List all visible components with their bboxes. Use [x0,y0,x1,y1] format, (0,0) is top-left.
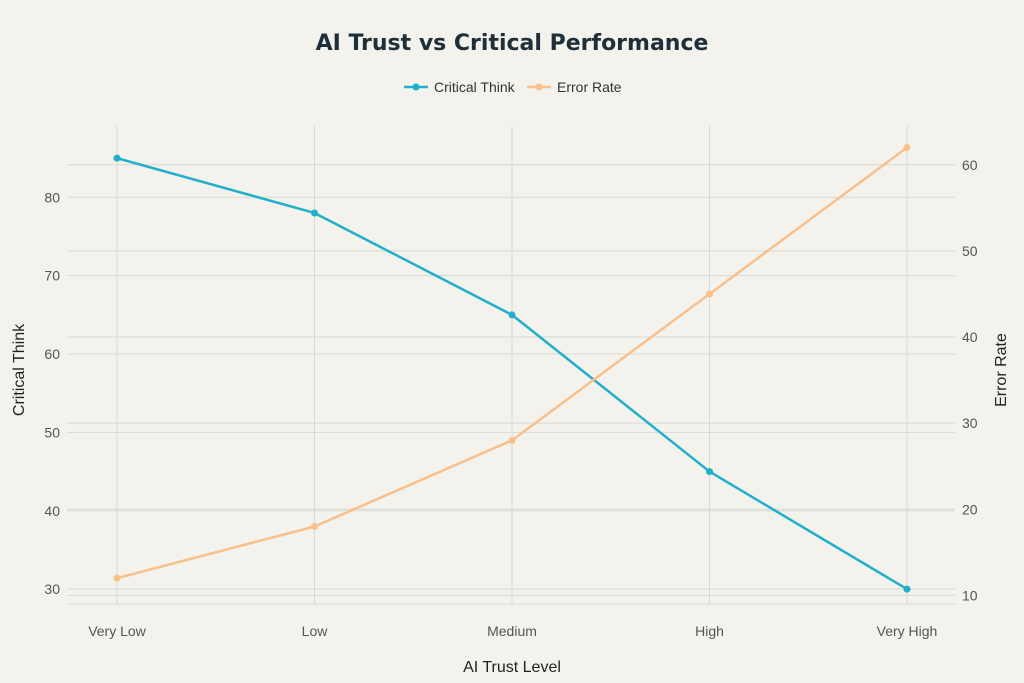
x-tick-label: Very High [877,623,938,639]
y-right-axis-ticks: 10 20 30 40 50 60 [962,157,978,604]
x-tick-label: High [695,623,724,639]
legend: Critical Think Error Rate [404,79,622,95]
legend-swatch-marker [412,83,420,91]
data-point-error-rate [706,290,713,298]
y-left-tick-label: 80 [44,189,60,205]
y-left-tick-label: 40 [44,503,60,519]
data-point-error-rate [311,522,318,530]
x-axis-title: AI Trust Level [463,659,561,676]
data-point-critical-think [508,311,516,319]
data-point-critical-think [903,585,911,593]
y-right-tick-label: 20 [962,501,978,517]
x-tick-label: Very Low [88,623,146,639]
y-right-tick-label: 60 [962,157,978,173]
y-left-axis-title: Critical Think [11,323,28,416]
y-right-tick-label: 40 [962,329,978,345]
y-right-tick-label: 10 [962,587,978,603]
grid [67,126,955,605]
legend-item-critical-think: Critical Think [404,79,516,95]
legend-label: Critical Think [434,79,516,95]
y-left-tick-label: 70 [44,268,60,284]
data-point-error-rate [508,436,516,444]
y-right-tick-label: 50 [962,243,978,259]
y-right-tick-label: 30 [962,415,978,431]
legend-label: Error Rate [557,79,622,95]
data-point-error-rate [113,574,121,582]
series-layer [113,144,911,593]
y-right-axis-title: Error Rate [993,333,1010,407]
x-tick-label: Low [302,623,329,639]
x-axis-ticks: Very Low Low Medium High Very High [88,623,937,639]
x-tick-label: Medium [487,623,537,639]
y-left-axis-ticks: 30 40 50 60 70 80 [44,189,60,597]
y-left-tick-label: 50 [44,424,60,440]
data-point-critical-think [113,154,121,162]
legend-swatch-marker [535,83,543,91]
legend-item-error-rate: Error Rate [527,79,622,95]
data-point-critical-think [706,468,713,476]
y-left-tick-label: 60 [44,346,60,362]
y-left-tick-label: 30 [44,581,60,597]
data-point-error-rate [903,144,911,152]
data-point-critical-think [311,209,318,217]
chart-title: AI Trust vs Critical Performance [316,31,709,56]
